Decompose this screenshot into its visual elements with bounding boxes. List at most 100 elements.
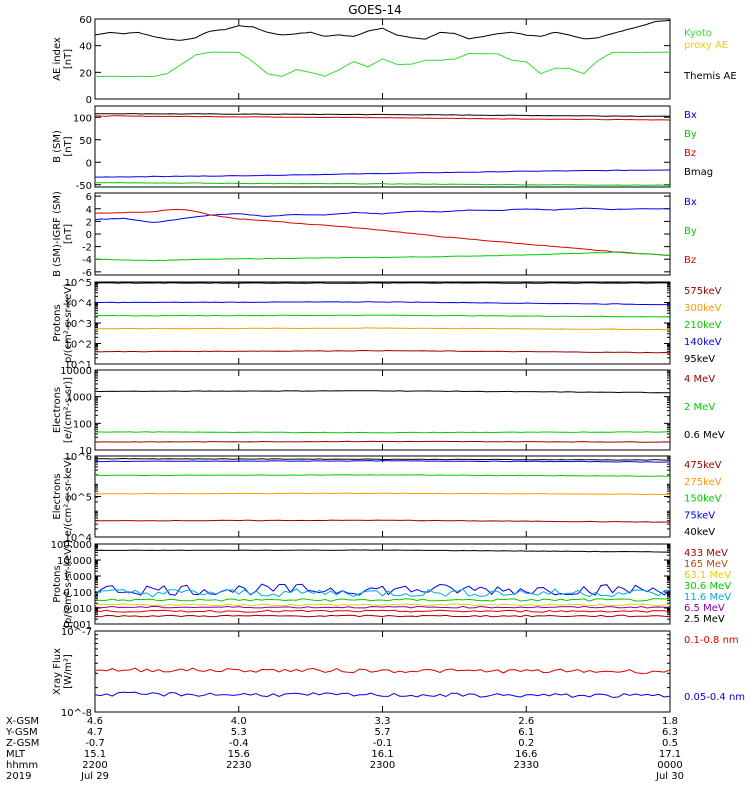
y-tick-label: -6 [82, 268, 92, 279]
y-tick-label: 0.010 [63, 604, 92, 615]
row-label: hhmm [6, 760, 38, 771]
panel-bsm: -50 0 50 100 B (SM)[nT] Bx By Bz Bmag [52, 105, 713, 192]
legend-entry: 0.6 MeV [684, 430, 725, 441]
tick-date: Jul 29 [80, 771, 109, 782]
series-line-2 [94, 440, 671, 443]
series-line-1 [94, 301, 670, 306]
series-line-3 [94, 598, 671, 602]
legend-entry: 2.5 MeV [684, 614, 725, 625]
y-tick-label: 100 [73, 113, 92, 124]
series-line-7 [95, 614, 671, 618]
series-line-2 [94, 251, 671, 262]
legend-entry: 0.1-0.8 nm [684, 635, 739, 646]
y-tick-label: 0 [86, 95, 92, 106]
series-line-3 [94, 327, 671, 331]
series-line-6 [94, 609, 671, 613]
series-line-0 [94, 549, 671, 553]
tick-value-hhmm: 2230 [226, 760, 251, 771]
panel-protons_low: 10^1 10^2 10^3 10^4 10^5Protonsp/(cm²-s-sr-k… [52, 278, 722, 371]
legend-entry: 6.5 MeV [684, 603, 725, 614]
series-line-1 [94, 51, 671, 78]
series-line-4 [94, 519, 670, 523]
y-tick-label: 10^3 [65, 319, 92, 330]
y-tick-label: 6 [86, 192, 92, 203]
legend-entry: By [684, 129, 697, 140]
tick-value-x_gsm: 4.0 [231, 716, 247, 727]
panel-frame [94, 455, 671, 538]
legend-entry: proxy AE [684, 40, 728, 51]
legend-entry: Bmag [684, 167, 713, 178]
series-line-0 [94, 457, 670, 461]
chart-title: GOES-14 [348, 3, 402, 17]
series-line-4 [94, 349, 671, 354]
series-line-1 [94, 460, 671, 463]
y-tick-label: 0 [86, 230, 92, 241]
y-tick-label: 1000 [67, 393, 92, 404]
y-tick-label: 4 [86, 205, 92, 216]
tick-value-y_gsm: 5.3 [231, 727, 247, 738]
panel-protons_mev: 0.001 0.010 0.100 1.000 10.000 100.000Protons… [51, 540, 732, 631]
row-label: 2019 [6, 771, 31, 782]
y-tick-label: 100.000 [51, 540, 92, 551]
y-tick-label: 0 [86, 158, 92, 169]
legend-entry: By [684, 226, 697, 237]
legend-entry: Themis AE [683, 71, 737, 82]
legend-entry: 95keV [684, 354, 715, 365]
y-axis-label: Xray Flux[W/m²] [52, 648, 74, 695]
y-axis-label: Protonsp/(cm²-s-sr-keV) [52, 283, 74, 363]
tick-value-z_gsm: 0.5 [662, 738, 678, 749]
y-tick-label: -2 [82, 243, 92, 254]
y-axis-label: B (SM)[nT] [52, 130, 74, 163]
row-label: Y-GSM [5, 727, 38, 738]
tick-value-x_gsm: 2.6 [518, 716, 534, 727]
panel-frame [94, 192, 671, 276]
y-tick-label: 0.100 [63, 588, 92, 599]
y-tick-label: 10^2 [65, 340, 92, 351]
y-tick-label: -50 [76, 181, 92, 192]
series-line-2 [95, 169, 671, 178]
legend-entry: 63.1 MeV [684, 570, 731, 581]
tick-value-mlt: 15.1 [84, 749, 106, 760]
tick-value-mlt: 15.6 [228, 749, 250, 760]
series-line-5 [94, 605, 671, 609]
y-axis-label: Protons[p/(cm²-s-sr-keV)] [52, 540, 74, 628]
series-line-0 [94, 282, 671, 284]
series-line-1 [94, 115, 671, 121]
y-tick-label: 10^6 [65, 452, 92, 463]
legend-entry: 4 MeV [684, 374, 715, 385]
series-line-0 [94, 390, 671, 394]
series-line-2 [94, 314, 671, 318]
series-line-0 [94, 113, 671, 117]
panel-bsm_igrf: -6 -4-2 0 24 6 B (SM)-IGRF (SM)[nT] Bx By Bz [52, 191, 697, 279]
row-label: MLT [6, 749, 26, 760]
legend-entry: 11.6 MeV [684, 592, 731, 603]
series-line-2 [94, 588, 671, 598]
legend-entry: 275keV [684, 477, 722, 488]
y-tick-label: -4 [82, 255, 92, 266]
series-line-2 [95, 474, 671, 477]
y-tick-label: 10^1 [65, 360, 92, 371]
tick-value-x_gsm: 1.8 [662, 716, 678, 727]
y-axis-label: Electronse/(cm²-s-sr-keV) [52, 457, 74, 537]
legend-entry: 0.05-0.4 nm [684, 692, 745, 703]
y-tick-label: 0.001 [63, 620, 92, 631]
tick-value-y_gsm: 6.3 [662, 727, 678, 738]
y-tick-label: 2 [86, 217, 92, 228]
y-tick-label: 10 [79, 446, 92, 457]
legend-entry: Bz [684, 148, 696, 159]
legend-entry: 300keV [684, 303, 722, 314]
legend-entry: 40keV [684, 527, 715, 538]
y-tick-label: 10^-8 [61, 708, 92, 719]
tick-date: Jul 30 [655, 771, 684, 782]
series-line-3 [94, 492, 671, 496]
tick-value-y_gsm: 6.1 [518, 727, 534, 738]
tick-value-hhmm: 2300 [370, 760, 395, 771]
tick-value-z_gsm: -0.4 [229, 738, 249, 749]
y-tick-label: 100 [73, 419, 92, 430]
tick-value-x_gsm: 4.6 [87, 716, 103, 727]
tick-value-mlt: 17.1 [659, 749, 681, 760]
